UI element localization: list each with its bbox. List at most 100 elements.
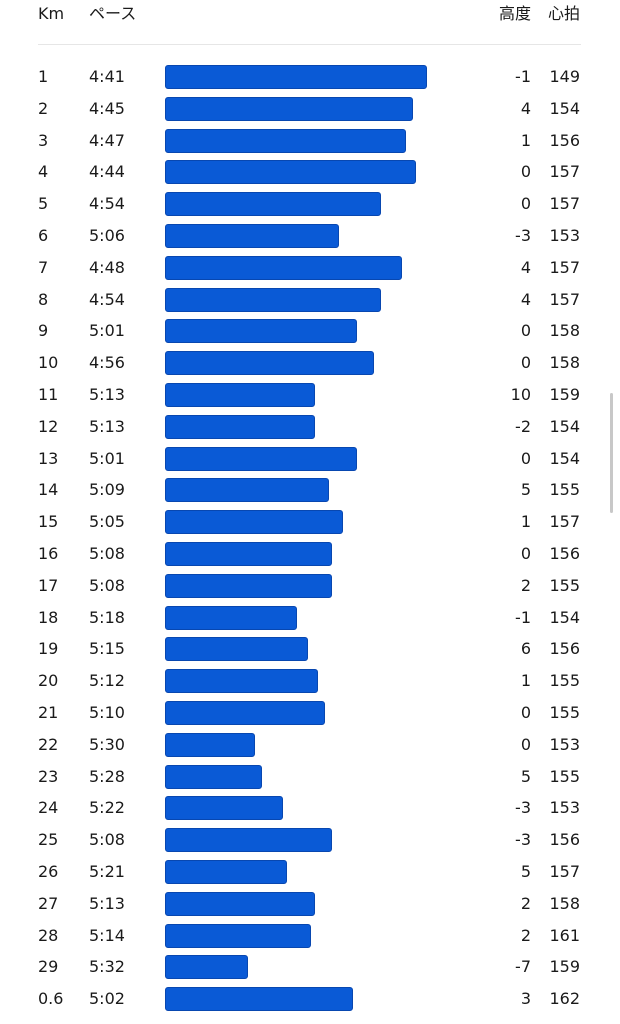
split-row: 5 4:54 0 157 bbox=[0, 188, 620, 220]
split-heart-rate: 157 bbox=[549, 289, 580, 309]
split-row: 23 5:28 5 155 bbox=[0, 761, 620, 793]
pace-bar bbox=[165, 637, 308, 662]
split-pace: 4:47 bbox=[89, 130, 125, 150]
split-pace: 5:14 bbox=[89, 925, 125, 945]
split-pace: 5:08 bbox=[89, 830, 125, 850]
split-km: 15 bbox=[38, 512, 59, 532]
split-km: 26 bbox=[38, 861, 59, 881]
split-heart-rate: 153 bbox=[549, 734, 580, 754]
split-heart-rate: 155 bbox=[549, 575, 580, 595]
split-heart-rate: 154 bbox=[549, 448, 580, 468]
split-km: 17 bbox=[38, 575, 59, 595]
split-elevation: 2 bbox=[520, 925, 531, 945]
split-pace: 5:06 bbox=[89, 225, 125, 245]
split-heart-rate: 157 bbox=[549, 257, 580, 277]
split-elevation: 1 bbox=[520, 130, 531, 150]
split-elevation: 5 bbox=[520, 766, 531, 786]
header-divider bbox=[38, 44, 581, 45]
pace-bar bbox=[165, 223, 339, 248]
split-elevation: 0 bbox=[520, 702, 531, 722]
pace-bar bbox=[165, 128, 406, 153]
km-column-header: Km bbox=[38, 4, 65, 23]
split-elevation: 3 bbox=[520, 989, 531, 1009]
split-heart-rate: 156 bbox=[549, 130, 580, 150]
split-pace: 4:45 bbox=[89, 98, 125, 118]
split-elevation: 5 bbox=[520, 861, 531, 881]
pace-bar bbox=[165, 764, 262, 789]
split-elevation: 0 bbox=[520, 543, 531, 563]
split-heart-rate: 157 bbox=[549, 162, 580, 182]
split-heart-rate: 158 bbox=[549, 321, 580, 341]
pace-bar bbox=[165, 382, 315, 407]
scrollbar[interactable] bbox=[610, 393, 613, 513]
split-km: 9 bbox=[38, 321, 49, 341]
split-row: 13 5:01 0 154 bbox=[0, 443, 620, 475]
pace-column-header: ペース bbox=[89, 4, 137, 23]
split-km: 20 bbox=[38, 671, 59, 691]
split-row: 12 5:13 -2 154 bbox=[0, 411, 620, 443]
split-row: 16 5:08 0 156 bbox=[0, 538, 620, 570]
split-heart-rate: 156 bbox=[549, 639, 580, 659]
split-elevation: 0 bbox=[520, 321, 531, 341]
split-km: 13 bbox=[38, 448, 59, 468]
split-elevation: 5 bbox=[520, 480, 531, 500]
pace-bar bbox=[165, 287, 381, 312]
pace-bar bbox=[165, 828, 332, 853]
pace-bar bbox=[165, 732, 255, 757]
split-elevation: -1 bbox=[515, 67, 531, 86]
split-pace: 5:21 bbox=[89, 861, 125, 881]
split-pace: 4:56 bbox=[89, 353, 125, 373]
split-elevation: -3 bbox=[515, 830, 531, 850]
split-km: 19 bbox=[38, 639, 59, 659]
split-heart-rate: 157 bbox=[549, 194, 580, 214]
split-row: 27 5:13 2 158 bbox=[0, 888, 620, 920]
split-row: 1 4:41 -1 149 bbox=[0, 61, 620, 93]
pace-bar bbox=[165, 319, 357, 344]
pace-bar bbox=[165, 478, 329, 503]
split-row: 3 4:47 1 156 bbox=[0, 125, 620, 157]
pace-bar bbox=[165, 255, 402, 280]
split-elevation: 4 bbox=[520, 289, 531, 309]
split-row: 22 5:30 0 153 bbox=[0, 729, 620, 761]
split-row: 24 5:22 -3 153 bbox=[0, 792, 620, 824]
split-km: 2 bbox=[38, 98, 49, 118]
split-elevation: -2 bbox=[515, 416, 531, 436]
split-row: 14 5:09 5 155 bbox=[0, 474, 620, 506]
split-km: 10 bbox=[38, 353, 59, 373]
pace-bar bbox=[165, 96, 413, 121]
split-pace: 4:41 bbox=[89, 67, 125, 86]
split-pace: 5:18 bbox=[89, 607, 125, 627]
split-elevation: 0 bbox=[520, 448, 531, 468]
split-heart-rate: 154 bbox=[549, 607, 580, 627]
split-row: 4 4:44 0 157 bbox=[0, 156, 620, 188]
split-heart-rate: 156 bbox=[549, 543, 580, 563]
split-heart-rate: 159 bbox=[549, 957, 580, 977]
split-km: 14 bbox=[38, 480, 59, 500]
split-heart-rate: 154 bbox=[549, 416, 580, 436]
split-km: 0.6 bbox=[38, 989, 64, 1009]
pace-bar bbox=[165, 351, 374, 376]
split-row: 29 5:32 -7 159 bbox=[0, 951, 620, 983]
split-elevation: 4 bbox=[520, 257, 531, 277]
pace-bar bbox=[165, 859, 287, 884]
split-heart-rate: 156 bbox=[549, 830, 580, 850]
split-pace: 5:12 bbox=[89, 671, 125, 691]
split-elevation: 1 bbox=[520, 512, 531, 532]
pace-bar bbox=[165, 160, 416, 185]
split-pace: 5:13 bbox=[89, 416, 125, 436]
split-km: 21 bbox=[38, 702, 59, 722]
split-row: 17 5:08 2 155 bbox=[0, 570, 620, 602]
pace-bar bbox=[165, 891, 315, 916]
split-heart-rate: 157 bbox=[549, 512, 580, 532]
split-pace: 5:13 bbox=[89, 384, 125, 404]
split-row: 2 4:45 4 154 bbox=[0, 93, 620, 125]
split-heart-rate: 153 bbox=[549, 798, 580, 818]
elevation-column-header: 高度 bbox=[498, 4, 531, 23]
split-heart-rate: 155 bbox=[549, 480, 580, 500]
split-heart-rate: 159 bbox=[549, 384, 580, 404]
split-row: 21 5:10 0 155 bbox=[0, 697, 620, 729]
split-row: 9 5:01 0 158 bbox=[0, 315, 620, 347]
split-km: 4 bbox=[38, 162, 49, 182]
split-row: 0.6 5:02 3 162 bbox=[0, 983, 620, 1015]
splits-list: 1 4:41 -1 149 2 4:45 4 154 3 4:47 1 156 4 4:44 0 157 5 4:… bbox=[0, 61, 620, 1015]
